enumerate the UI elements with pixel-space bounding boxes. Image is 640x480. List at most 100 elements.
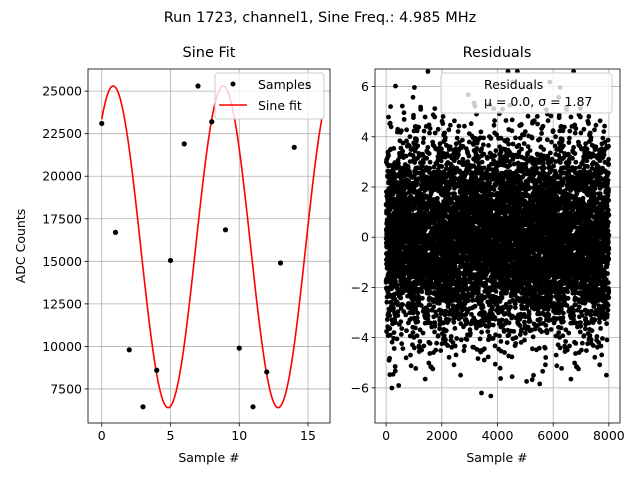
residual-point xyxy=(439,164,445,169)
residual-point xyxy=(394,336,400,342)
residual-point xyxy=(408,352,413,358)
residual-point xyxy=(399,103,405,109)
residual-point xyxy=(398,319,404,324)
sine-fit-plot-area xyxy=(99,82,323,410)
residual-point xyxy=(402,280,408,285)
residual-point xyxy=(420,295,425,301)
residual-point xyxy=(394,282,400,288)
residual-point xyxy=(398,305,404,311)
residual-point xyxy=(427,159,433,165)
residual-point xyxy=(400,346,406,351)
residual-point xyxy=(509,374,515,380)
residuals-plot-area xyxy=(383,69,612,399)
residual-point xyxy=(481,142,486,148)
legend-sine-fit-label: Sine fit xyxy=(258,98,302,113)
residual-point xyxy=(412,345,417,351)
residuals-title: Residuals xyxy=(463,45,532,61)
residual-point xyxy=(399,128,404,134)
residual-point xyxy=(441,333,447,338)
residual-point xyxy=(395,302,401,308)
residual-point xyxy=(446,354,452,360)
residual-point xyxy=(387,326,393,331)
residual-point xyxy=(502,350,507,355)
sample-point xyxy=(250,404,256,410)
residual-point xyxy=(422,376,428,382)
y-tick-label: 17500 xyxy=(42,211,82,226)
residual-point xyxy=(389,339,395,345)
residual-point xyxy=(433,347,439,353)
residual-point xyxy=(482,310,487,316)
residual-point xyxy=(398,332,404,337)
residual-point xyxy=(413,325,418,331)
y-tick-label: 15000 xyxy=(42,254,82,269)
residual-point xyxy=(435,333,441,339)
residual-point xyxy=(427,126,433,131)
sample-point xyxy=(291,144,297,150)
residual-point xyxy=(453,352,459,358)
residual-point xyxy=(466,153,472,159)
sample-point xyxy=(140,404,146,410)
residual-point xyxy=(498,376,503,381)
residual-point xyxy=(404,127,409,133)
x-tick-label: 15 xyxy=(300,428,316,443)
residual-point xyxy=(513,341,519,346)
sample-point xyxy=(154,367,160,373)
residual-point xyxy=(411,112,416,118)
residual-point xyxy=(509,128,515,134)
residual-point xyxy=(503,118,509,123)
residual-point xyxy=(476,285,481,291)
residual-point xyxy=(439,146,444,152)
residual-point xyxy=(392,368,398,374)
residual-point xyxy=(490,322,496,328)
residual-point xyxy=(461,348,467,354)
residual-point xyxy=(412,85,417,90)
residual-point xyxy=(431,304,436,310)
residual-point xyxy=(400,302,405,307)
residual-point xyxy=(392,364,398,369)
residual-point xyxy=(493,289,499,294)
residual-point xyxy=(427,320,433,326)
residual-point xyxy=(393,83,398,89)
residual-point xyxy=(486,143,491,148)
residual-point xyxy=(462,343,467,349)
residual-point xyxy=(416,124,422,130)
residual-point xyxy=(517,323,523,328)
residual-point xyxy=(479,390,484,396)
residual-point xyxy=(492,153,498,159)
residual-point xyxy=(513,335,519,340)
residual-point xyxy=(504,340,510,345)
residual-point xyxy=(414,315,420,321)
x-tick-label: 0 xyxy=(98,428,106,443)
residual-point xyxy=(497,365,503,371)
residual-point xyxy=(420,330,426,336)
residual-point xyxy=(425,316,431,322)
residual-point xyxy=(426,122,432,128)
residual-point xyxy=(478,129,484,135)
residual-point xyxy=(400,140,406,146)
residual-point xyxy=(384,299,390,305)
residual-point xyxy=(388,299,394,305)
residual-point xyxy=(492,343,498,349)
sample-point xyxy=(236,345,242,351)
residual-point xyxy=(399,326,405,331)
residual-point xyxy=(474,146,480,151)
residual-point xyxy=(427,341,433,346)
residual-point xyxy=(432,323,438,329)
residual-point xyxy=(388,104,393,109)
sine-fit-legend-box xyxy=(214,72,325,120)
residual-point xyxy=(435,195,440,201)
sine-fit-x-ticks: 0 5 10 15 xyxy=(98,423,316,443)
residual-point xyxy=(464,337,470,342)
residual-point xyxy=(452,343,458,349)
residual-point xyxy=(430,366,436,372)
residual-point xyxy=(458,372,463,378)
residual-point xyxy=(481,357,487,363)
y-tick-label: 20000 xyxy=(42,169,82,184)
residual-point xyxy=(384,317,390,322)
residual-point xyxy=(445,343,450,348)
residual-point xyxy=(417,339,423,344)
residual-point xyxy=(422,114,428,120)
residual-point xyxy=(424,155,430,161)
